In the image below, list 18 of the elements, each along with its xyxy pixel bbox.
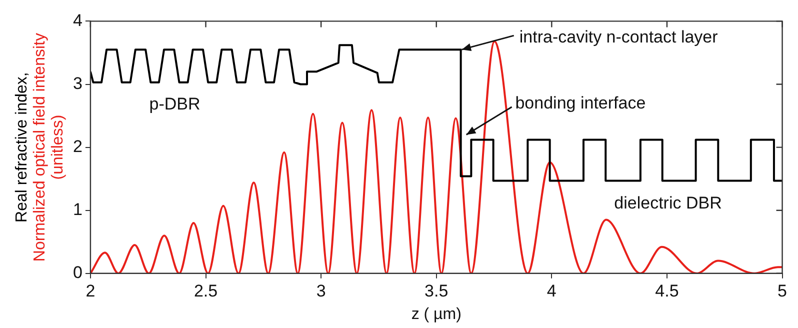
y-tick-label: 4 — [72, 10, 82, 30]
x-axis-title: z ( µm) — [411, 306, 462, 323]
y-axis-title: Real refractive index, Normalized optical field intensity (unitless) — [13, 33, 66, 262]
x-tick-label: 2 — [86, 281, 96, 300]
annotation: p-DBR — [149, 94, 200, 114]
x-tick-label: 4 — [546, 281, 556, 300]
y-tick-label: 0 — [72, 263, 82, 282]
x-tick-label: 2.5 — [194, 281, 218, 300]
y-tick-label: 3 — [72, 74, 82, 93]
x-tick-label: 4.5 — [655, 281, 679, 300]
x-tick-label: 3.5 — [424, 281, 448, 300]
annotation: bonding interface — [515, 94, 646, 113]
x-tick-label: 5 — [778, 281, 788, 300]
annotation: intra-cavity n-contact layer — [519, 27, 718, 46]
x-tick-label: 3 — [316, 281, 326, 300]
y-tick-label: 1 — [72, 200, 82, 220]
annotation: dielectric DBR — [614, 194, 722, 213]
y-tick-label: 2 — [72, 136, 82, 156]
